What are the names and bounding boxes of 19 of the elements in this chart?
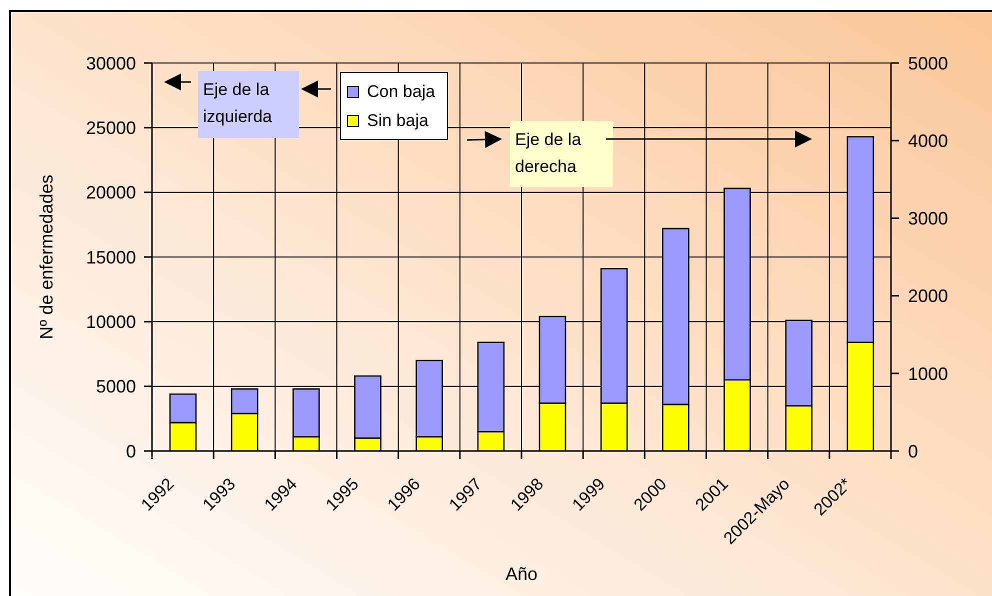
y2-tick-label: 3000 bbox=[908, 208, 948, 229]
y-axis-title: Nº de enfermedades bbox=[36, 174, 56, 340]
y2-tick-label: 0 bbox=[908, 441, 918, 462]
y2-tick-label: 2000 bbox=[908, 286, 948, 306]
y2-tick-label: 1000 bbox=[908, 364, 948, 384]
y-tick-label: 20000 bbox=[86, 182, 136, 203]
annotation: Eje de la izquierda bbox=[198, 71, 299, 138]
y2-tick-label: 5000 bbox=[908, 53, 948, 74]
y-tick-label: 15000 bbox=[86, 247, 136, 268]
x-axis-title: Año bbox=[505, 564, 538, 584]
annotation: Eje de la derecha bbox=[510, 121, 613, 187]
legend-label: Sin baja bbox=[367, 110, 428, 130]
y-tick-label: 10000 bbox=[86, 312, 136, 332]
y-tick-label: 5000 bbox=[96, 376, 136, 397]
y-tick-label: 30000 bbox=[86, 53, 136, 74]
y-tick-label: 0 bbox=[126, 441, 136, 462]
y-tick-label: 25000 bbox=[86, 118, 136, 138]
y2-tick-label: 4000 bbox=[908, 130, 948, 151]
legend-label: Con baja bbox=[367, 82, 436, 102]
